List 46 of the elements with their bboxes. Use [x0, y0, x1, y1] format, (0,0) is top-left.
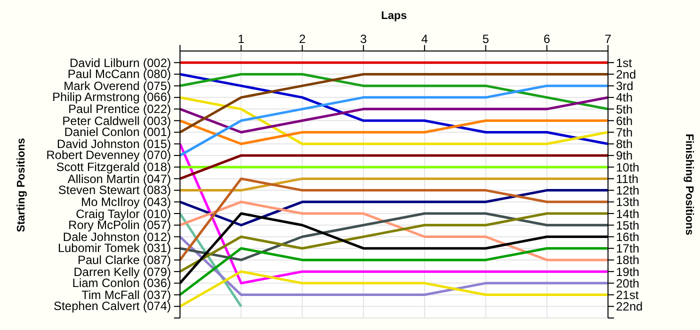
- x-tick-label: 3: [360, 32, 368, 46]
- y2-tick-label: 2nd: [616, 67, 636, 82]
- y2-tick-label: 4th: [616, 90, 633, 105]
- line-series: [180, 96, 608, 146]
- y2-tick-label: 5th: [616, 102, 633, 116]
- y2-tick-label: 3rd: [616, 79, 634, 94]
- line-series: [180, 72, 608, 110]
- line-series: [180, 72, 608, 134]
- y2-tick-label: 13th: [616, 195, 640, 210]
- x-tick-label: 5: [482, 32, 490, 46]
- x-tick-label: 2: [298, 32, 306, 46]
- y2-tick-label: 10th: [616, 160, 640, 174]
- line-series: [180, 177, 608, 262]
- text: David Lilburn (002): [70, 56, 171, 70]
- text: Paul Prentice (022): [68, 102, 171, 116]
- y2-tick-label: 11th: [616, 172, 638, 186]
- y2-tick-label: 18th: [616, 253, 640, 268]
- y2-axis-title: Finishing Positions: [683, 134, 696, 236]
- y2-tick-label: 12th: [616, 184, 640, 198]
- y2-tick-label: 9th: [616, 148, 633, 163]
- y2-tick-label: 20th: [616, 276, 640, 290]
- y2-tick-label: 1st: [616, 56, 633, 70]
- line-series: [180, 72, 608, 146]
- line-series: [180, 212, 608, 273]
- line-series: [180, 212, 608, 262]
- line-series: [180, 200, 608, 262]
- x-tick-label: 7: [604, 32, 612, 46]
- text: Scott Fitzgerald (018): [56, 160, 171, 174]
- line-series: [180, 96, 608, 134]
- x-axis-title: Laps: [381, 10, 407, 22]
- y2-tick-label: 8th: [616, 137, 633, 152]
- y2-tick-label: 22nd: [616, 300, 643, 314]
- y2-tick-label: 17th: [616, 242, 640, 256]
- y2-tick-label: 21st: [616, 288, 640, 302]
- x-tick-label: 1: [238, 32, 245, 46]
- y2-tick-label: 16th: [616, 230, 640, 244]
- y2-tick-label: 6th: [616, 114, 633, 128]
- y2-tick-label: 7th: [616, 126, 633, 140]
- text: Starting Positions: [16, 137, 28, 232]
- x-tick-label: 4: [421, 32, 428, 46]
- line-series: [180, 84, 608, 157]
- y2-tick-label: 15th: [616, 218, 640, 232]
- x-tick-label: 6: [544, 32, 551, 46]
- y2-tick-label: 14th: [616, 206, 640, 221]
- y2-tick-label: 19th: [616, 264, 640, 279]
- line-series: [180, 270, 608, 308]
